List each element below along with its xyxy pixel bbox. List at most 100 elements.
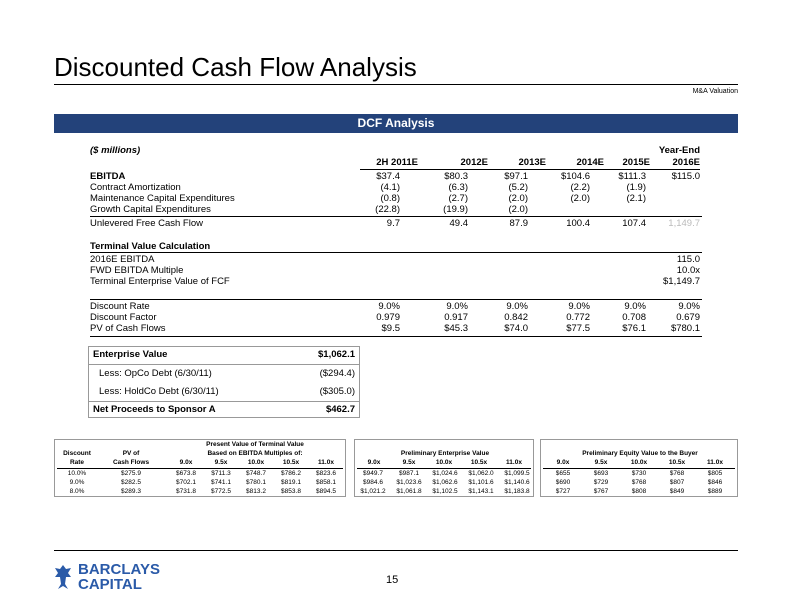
col-header: Cash Flows <box>112 459 150 466</box>
rule <box>357 468 531 469</box>
cell: $711.3 <box>211 470 231 477</box>
cell: $767 <box>593 488 609 495</box>
cell: $987.1 <box>399 470 419 477</box>
section-header: Based on EBITDA Multiples of: <box>207 450 303 457</box>
cell: $80.3 <box>444 171 468 182</box>
page-title: Discounted Cash Flow Analysis <box>54 52 417 82</box>
logo-line: CAPITAL <box>78 576 142 593</box>
ev-sensitivity-table: Preliminary Enterprise Value 9.0x 9.5x 1… <box>354 439 534 497</box>
cell: 1,149.7 <box>668 218 700 229</box>
row-label: Unlevered Free Cash Flow <box>90 218 203 229</box>
equity-sensitivity-table: Preliminary Equity Value to the Buyer 9.… <box>540 439 738 497</box>
cell: $894.5 <box>316 488 336 495</box>
rule <box>543 468 735 469</box>
table-row: Contract Amortization (4.1) (6.3) (5.2) … <box>90 182 702 193</box>
multiple-header: 11.0x <box>506 459 522 466</box>
tv-header: Terminal Value Calculation <box>90 241 211 252</box>
row-label: Maintenance Capital Expenditures <box>90 193 235 204</box>
cell: $823.6 <box>316 470 336 477</box>
cell: (2.0) <box>508 193 528 204</box>
cell: 9.0% <box>568 301 590 312</box>
cell: 9.0% <box>378 301 400 312</box>
multiple-header: 10.5x <box>470 459 488 466</box>
cell: (2.2) <box>570 182 590 193</box>
period-header: 2012E <box>460 157 488 168</box>
cell: $853.8 <box>281 488 301 495</box>
units-label: ($ millions) <box>90 145 141 156</box>
rule <box>89 401 359 402</box>
cell: (1.9) <box>626 182 646 193</box>
rule <box>90 336 702 337</box>
row-label: 2016E EBITDA <box>90 254 155 265</box>
cell: $1,149.7 <box>663 276 700 287</box>
logo-text: BARCLAYS CAPITAL <box>78 562 160 592</box>
cell: (2.0) <box>570 193 590 204</box>
table-row: FWD EBITDA Multiple 10.0x <box>90 265 702 276</box>
table-row: Discount Factor 0.979 0.917 0.842 0.772 … <box>90 312 702 323</box>
page-subtitle: M&A Valuation <box>692 88 738 95</box>
cell: (2.0) <box>508 204 528 215</box>
cell: $702.1 <box>176 479 196 486</box>
period-header: 2015E <box>622 157 650 168</box>
cell: $1,021.2 <box>360 488 386 495</box>
period-header: 2013E <box>518 157 546 168</box>
row-label: Less: HoldCo Debt (6/30/11) <box>99 386 219 397</box>
cell: 0.708 <box>622 312 646 323</box>
cell: $104.6 <box>560 171 590 182</box>
cell: $780.1 <box>246 479 266 486</box>
cell: $1,140.6 <box>504 479 530 486</box>
cell: $741.1 <box>211 479 231 486</box>
rule <box>57 468 343 469</box>
multiple-header: 9.5x <box>214 459 228 466</box>
cell: $730 <box>631 470 647 477</box>
pv-sensitivity-table: Discount Rate PV of Cash Flows Present V… <box>54 439 346 497</box>
cell: $76.1 <box>622 323 646 334</box>
cell: $819.1 <box>281 479 301 486</box>
cell: $9.5 <box>381 323 401 334</box>
cell: $97.1 <box>504 171 528 182</box>
cell: (4.1) <box>380 182 400 193</box>
cell: 9.0% <box>506 301 528 312</box>
opco-debt-row: Less: OpCo Debt (6/30/11) ($294.4) <box>89 366 359 382</box>
cell: $849 <box>669 488 685 495</box>
cell: 0.917 <box>444 312 468 323</box>
cell: 9.0% <box>69 479 85 486</box>
table-row: 2016E EBITDA 115.0 <box>90 254 702 265</box>
multiple-header: 9.5x <box>402 459 416 466</box>
cell: 115.0 <box>676 254 700 265</box>
row-label: Terminal Enterprise Value of FCF <box>90 276 230 287</box>
cell: 0.772 <box>566 312 590 323</box>
cell: $1,062.6 <box>432 479 458 486</box>
table-row: Terminal Enterprise Value of FCF $1,149.… <box>90 276 702 287</box>
period-header: 2014E <box>576 157 604 168</box>
cell: 49.4 <box>449 218 469 229</box>
cell: (19.9) <box>443 204 468 215</box>
row-label: Contract Amortization <box>90 182 181 193</box>
logo-line: BARCLAYS <box>78 561 160 578</box>
cell: $693 <box>593 470 609 477</box>
table-row: EBITDA $37.4 $80.3 $97.1 $104.6 $111.3 $… <box>90 171 702 182</box>
rule <box>90 216 702 217</box>
row-label: Growth Capital Expenditures <box>90 204 211 215</box>
cell: 107.4 <box>622 218 646 229</box>
cell: $768 <box>669 470 685 477</box>
cell: $111.3 <box>618 171 646 182</box>
cell: $289.3 <box>121 488 141 495</box>
cell: (6.3) <box>448 182 468 193</box>
section-header: Present Value of Terminal Value <box>206 441 304 448</box>
cell: $807 <box>669 479 685 486</box>
section-banner: DCF Analysis <box>54 114 738 133</box>
multiple-header: 9.5x <box>594 459 608 466</box>
cell: $984.6 <box>363 479 383 486</box>
cell: $1,062.1 <box>318 349 355 360</box>
cell: $690 <box>555 479 571 486</box>
cell: (0.8) <box>380 193 400 204</box>
cell: $780.1 <box>670 323 700 334</box>
multiple-header: 9.0x <box>556 459 570 466</box>
cell: 9.0% <box>624 301 646 312</box>
footer-rule <box>54 550 738 551</box>
cell: 8.0% <box>69 488 85 495</box>
cell: $768 <box>631 479 647 486</box>
cell: $37.4 <box>376 171 400 182</box>
multiple-header: 9.0x <box>179 459 193 466</box>
